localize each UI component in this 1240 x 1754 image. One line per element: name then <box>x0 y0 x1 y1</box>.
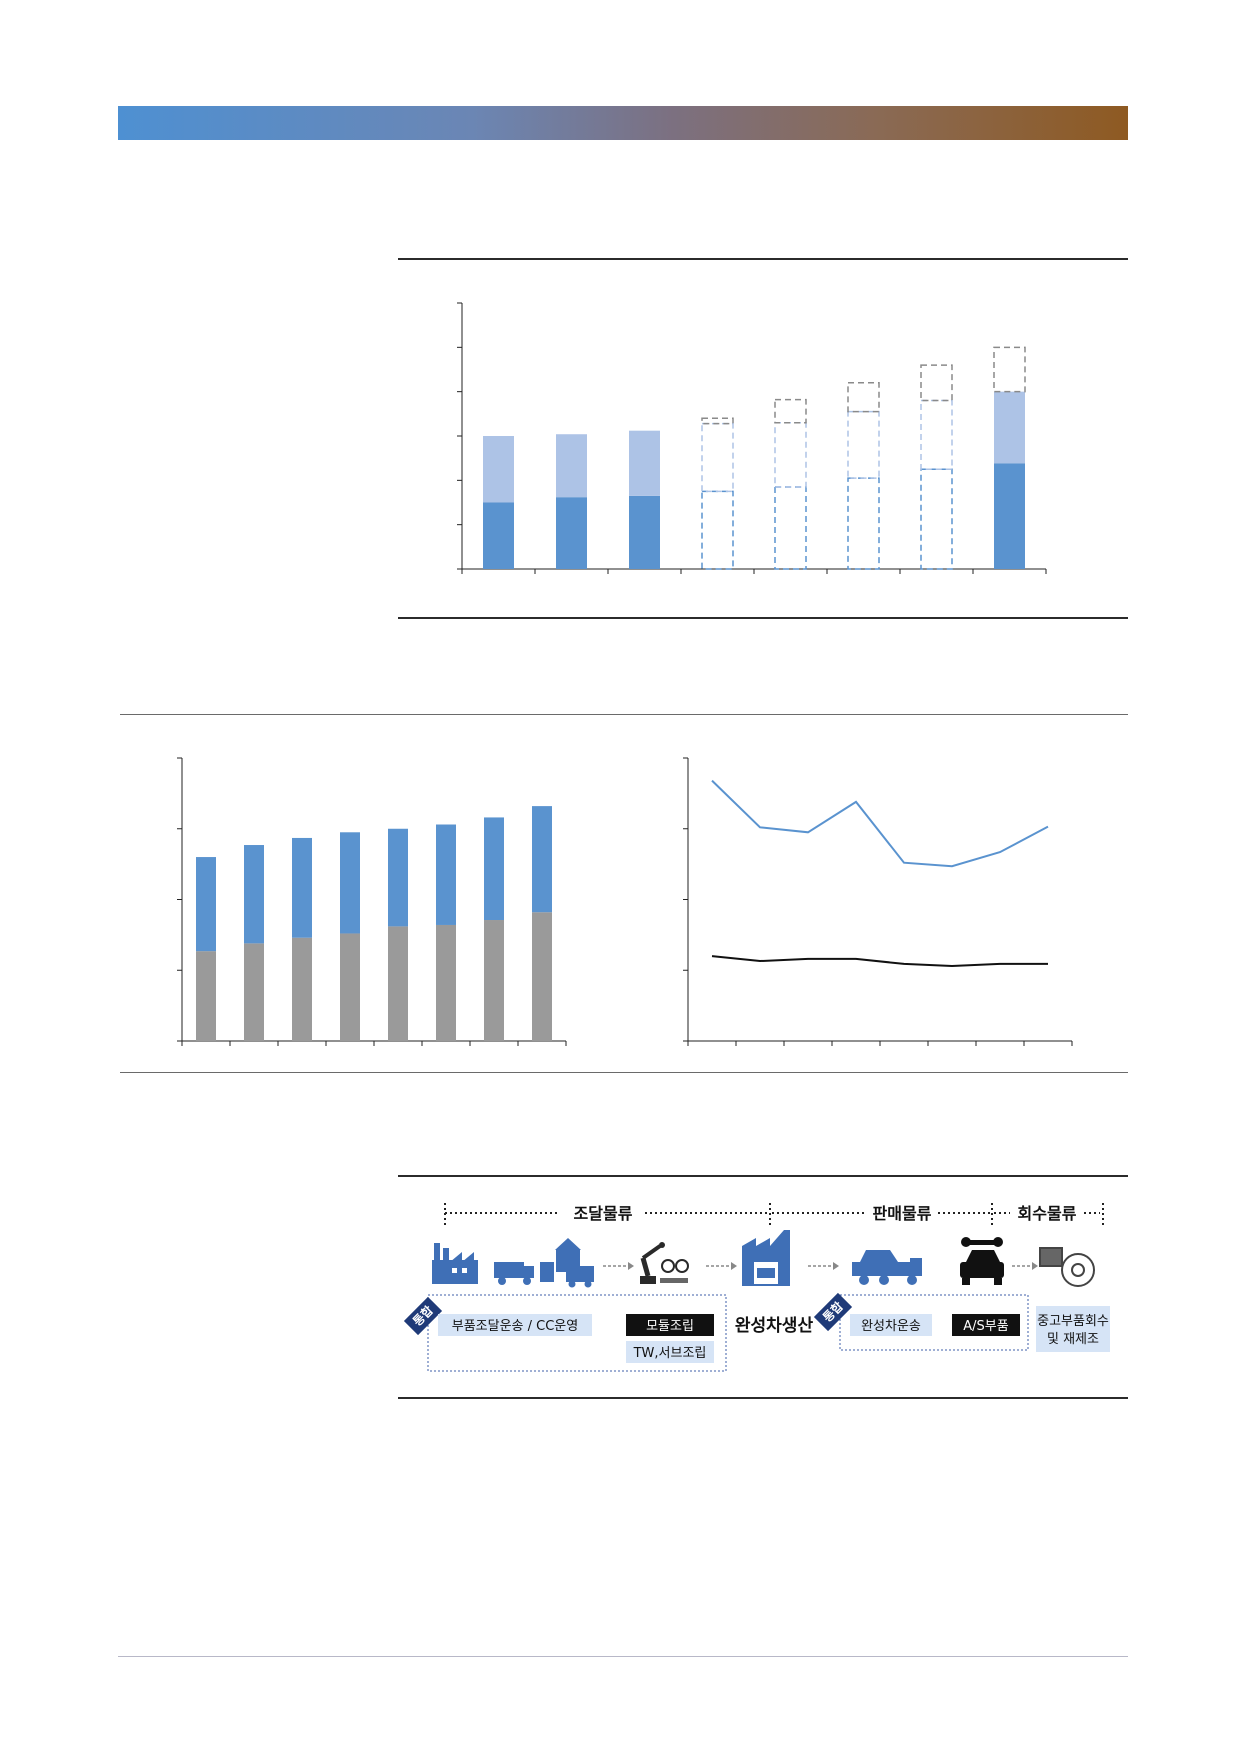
segment-procurement-label: 조달물류 <box>574 1204 633 1223</box>
recycle-box-line2: 및 재제조 <box>1047 1332 1099 1347</box>
segment-recovery-label: 회수물류 <box>1018 1204 1077 1223</box>
segment-sales-label: 판매물류 <box>873 1204 932 1223</box>
procurement-box-label: 부품조달운송 / CC운영 <box>452 1319 578 1334</box>
bar-lower <box>244 943 264 1041</box>
chart1-bottom-rule <box>398 617 1128 619</box>
bar-lower <box>484 920 504 1041</box>
segment-brackets <box>444 1203 1104 1225</box>
bar-upper <box>196 857 216 952</box>
tw-box <box>626 1341 714 1363</box>
bar-lower <box>436 924 456 1041</box>
bar-lower <box>532 912 552 1041</box>
bar-upper <box>484 817 504 921</box>
bar-upper <box>556 434 587 498</box>
integration-tag-2: 통합 <box>813 1292 853 1332</box>
flow-bottom-rule <box>398 1397 1128 1399</box>
bar-upper <box>994 391 1025 464</box>
flow-top-rule <box>398 1175 1128 1177</box>
bar-upper <box>388 828 408 927</box>
bar-lower <box>388 926 408 1041</box>
car-transport-box-label: 완성차운송 <box>861 1319 921 1334</box>
bar-lower <box>556 497 587 569</box>
series-line-2 <box>711 955 1048 968</box>
procurement-box <box>438 1314 592 1336</box>
car-carrier-icon <box>852 1250 922 1285</box>
module-box <box>626 1314 714 1336</box>
charts-bottom-rule <box>120 1072 1128 1073</box>
series-line-1 <box>711 779 1049 868</box>
tw-box-label: TW,서브조립 <box>633 1346 707 1361</box>
finished-car-production-label: 완성차생산 <box>735 1316 814 1336</box>
as-parts-box-label: A/S부품 <box>963 1319 1008 1334</box>
projected-top <box>774 398 807 424</box>
footer-rule <box>118 1656 1128 1657</box>
arrow-head-1 <box>628 1262 634 1270</box>
projected-top <box>993 346 1026 393</box>
arrow-head-2 <box>731 1262 737 1270</box>
bar-upper <box>629 430 660 496</box>
charts-top-rule <box>120 714 1128 715</box>
car-repair-icon <box>960 1237 1004 1285</box>
recycle-box-line1: 중고부품회수 <box>1037 1314 1109 1329</box>
bar-upper <box>436 824 456 925</box>
chart1-top-rule <box>398 258 1128 260</box>
bar-lower <box>629 495 660 569</box>
as-parts-box <box>952 1314 1020 1336</box>
sales-group-box <box>839 1294 1029 1351</box>
bar-upper <box>340 832 360 934</box>
recycle-box <box>1036 1306 1110 1352</box>
bar-lower <box>292 937 312 1041</box>
header-banner <box>118 106 1128 140</box>
bar-upper <box>292 837 312 938</box>
truck-icon <box>494 1262 534 1285</box>
robot-arm-icon <box>640 1242 689 1284</box>
car-factory-icon <box>742 1230 790 1286</box>
module-box-label: 모듈조립 <box>646 1319 694 1334</box>
arrow-head-3 <box>833 1262 839 1270</box>
arrow-head-4 <box>1032 1262 1038 1270</box>
bar-lower <box>340 933 360 1041</box>
bar-upper <box>532 806 552 913</box>
bar-lower <box>994 463 1025 569</box>
bar-upper <box>483 436 514 503</box>
procurement-group-box <box>427 1294 727 1372</box>
factory-icon <box>432 1243 478 1284</box>
integration-tag-1: 통합 <box>403 1296 443 1336</box>
warehouse-icon <box>540 1238 594 1288</box>
engine-wheel-icon <box>1039 1247 1095 1287</box>
projected-middle <box>774 421 807 488</box>
projected-top <box>920 364 953 402</box>
projected-top <box>847 382 880 413</box>
car-transport-box <box>850 1314 932 1336</box>
bar-lower <box>483 502 514 569</box>
bar-upper <box>244 845 264 944</box>
projected-top <box>701 417 734 425</box>
bar-lower <box>196 951 216 1041</box>
